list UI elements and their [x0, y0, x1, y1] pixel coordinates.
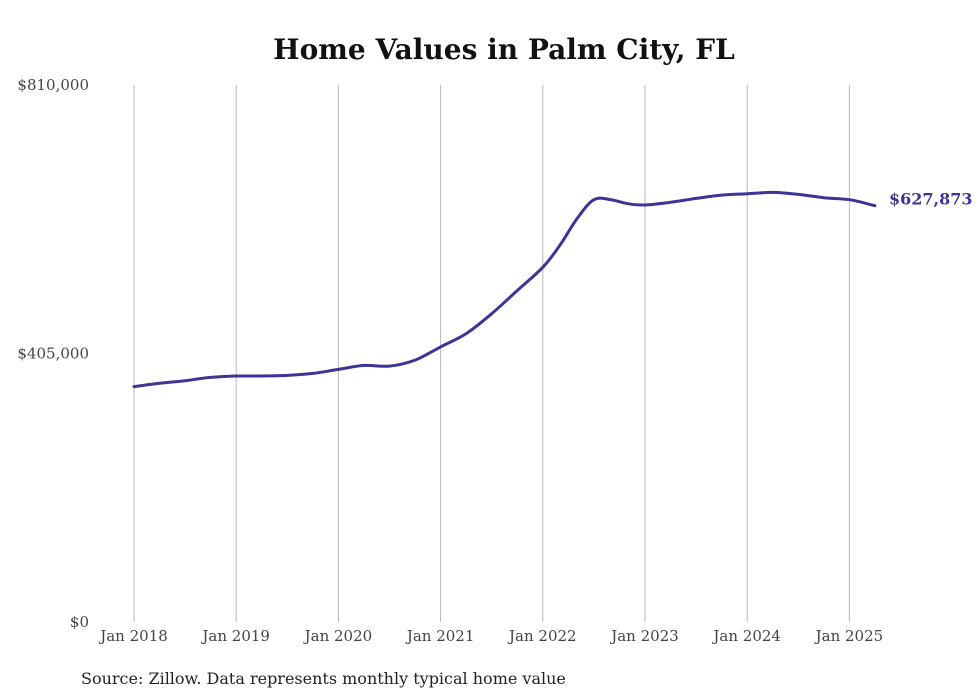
x-tick-label: Jan 2022	[507, 627, 577, 645]
series-group	[132, 190, 877, 389]
x-axis-ticks: Jan 2018 Jan 2019 Jan 2020 Jan 2021 Jan 2022…	[98, 627, 883, 645]
y-axis-ticks: $0 $405,000 $810,000	[17, 76, 89, 631]
chart-title: Home Values in Palm City, FL	[273, 33, 735, 66]
gridlines	[133, 85, 850, 622]
home-value-line	[132, 190, 877, 389]
x-tick-label: Jan 2025	[814, 627, 884, 645]
x-tick-label: Jan 2023	[609, 627, 679, 645]
x-tick-label: Jan 2019	[200, 627, 270, 645]
y-tick-label: $810,000	[17, 76, 89, 94]
y-tick-label: $405,000	[17, 345, 89, 363]
x-tick-label: Jan 2018	[98, 627, 168, 645]
x-tick-label: Jan 2020	[303, 627, 373, 645]
source-note: Source: Zillow. Data represents monthly …	[81, 669, 566, 688]
y-tick-label: $0	[70, 613, 89, 631]
x-tick-label: Jan 2021	[405, 627, 475, 645]
x-tick-label: Jan 2024	[711, 627, 781, 645]
end-value-label: $627,873	[889, 190, 973, 209]
